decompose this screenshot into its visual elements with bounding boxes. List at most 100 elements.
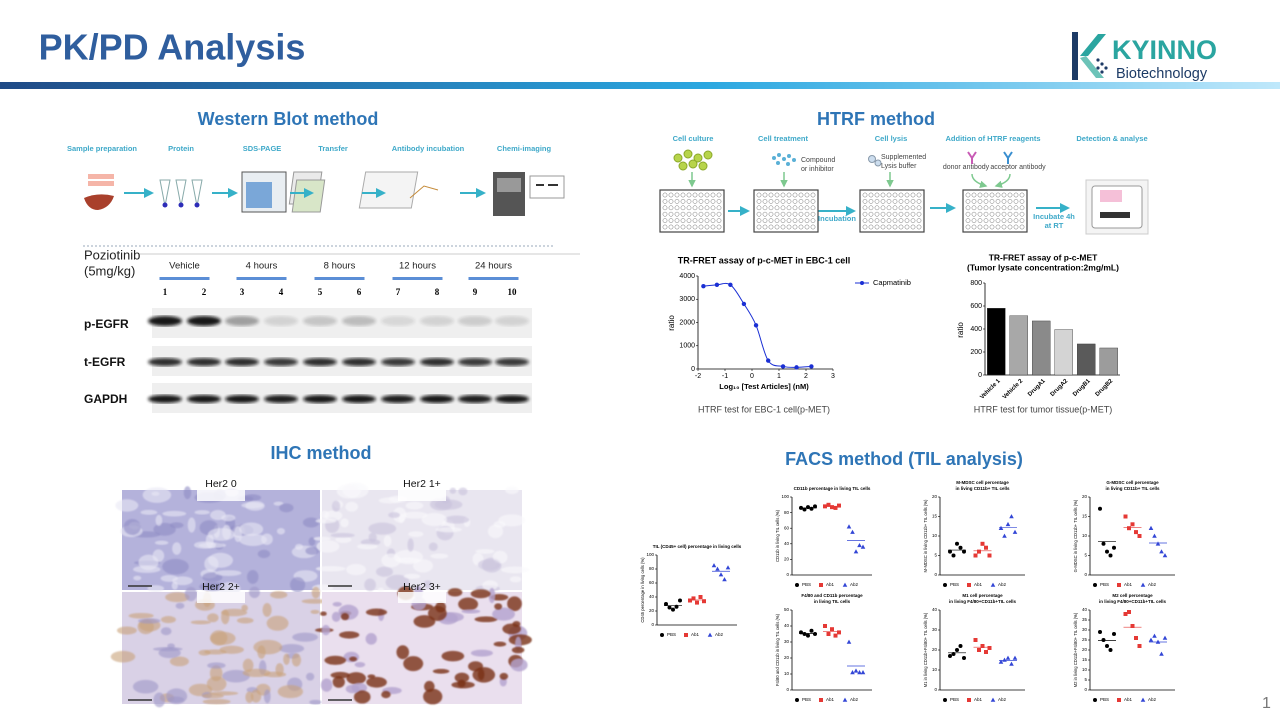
well [668,199,674,204]
legend-label: Capmatinib [873,278,911,287]
well [774,205,780,211]
well [768,199,774,204]
well [716,224,722,230]
well [698,199,704,204]
tissue [301,598,328,604]
well [692,205,698,211]
htrf-icons [683,149,693,159]
note: acceptor antibody [990,164,1046,171]
tissue [402,511,428,519]
point [1112,545,1116,550]
tissue [475,549,495,554]
logo-icon [1072,32,1108,80]
label-bg [398,592,446,603]
tissue [423,580,432,589]
well [874,211,880,217]
x-tick-label: Vehicle 1 [979,378,1002,401]
point [984,650,988,654]
wb-icons [548,184,558,186]
well [971,224,977,230]
blot-band [458,358,492,366]
chart-title: in living CD11b+ TIL cells [1105,486,1160,491]
htrf-icons [787,154,791,158]
y-tick-label: 40 [649,594,655,599]
wb-icons [162,202,200,208]
well [686,211,692,217]
well [698,224,704,230]
tissue [309,699,322,705]
blot-band [495,358,529,366]
lane-number: 8 [435,287,440,297]
step-label: SDS-PAGE [243,144,282,153]
legend-marker [684,633,688,637]
well [704,218,710,223]
tissue [458,597,479,611]
point [958,545,963,550]
well [874,199,880,204]
step-label: Protein [168,144,194,153]
tissue [208,552,233,568]
blot-band [342,358,376,366]
well [886,199,892,204]
x-tick-label: DrugA2 [1050,378,1070,398]
tissue [154,540,169,545]
well [886,224,892,230]
well [910,224,916,230]
chart-title: M-MDSC cell percentage [956,480,1009,485]
wb-icons [159,179,203,207]
legend-marker [990,697,996,702]
y-tick-label: 15 [1082,514,1088,519]
tissue [206,676,227,692]
blot-band [342,316,376,326]
well [1019,218,1025,223]
well [910,211,916,217]
header-bar [0,82,1280,89]
tissue [511,646,525,654]
well [862,192,868,198]
bar [1077,343,1096,376]
well [1001,205,1007,211]
wb-icons [536,184,544,186]
chart-title: in living CD11b+ TIL cells [955,486,1010,491]
x-tick-label: 1 [777,373,781,380]
tissue [242,668,271,678]
blot-band [342,395,376,403]
point [1159,549,1164,554]
tissue [505,486,519,495]
tissue [308,537,316,546]
point [962,656,966,660]
point [809,506,814,511]
tissue [345,684,360,694]
blot-band [420,358,454,366]
well [810,211,816,217]
group-bar [314,277,365,280]
y-tick-label: 50 [784,607,790,612]
well [1001,199,1007,204]
well [965,211,971,217]
axis-label: ratio [667,315,676,331]
tissue [152,646,183,652]
section-title: IHC method [271,443,372,463]
well [904,218,910,223]
point [1002,657,1007,662]
well [662,218,668,223]
step-label: Transfer [318,144,348,153]
point [1127,610,1131,614]
logo-icon [1096,58,1100,62]
x-tick-label: 0 [750,373,754,380]
tissue [263,689,271,704]
group-label: 12 hours [399,261,436,272]
well [792,205,798,211]
point [1101,541,1106,546]
tissue [395,557,420,563]
well [710,224,716,230]
wb-icons [194,202,200,208]
well [716,192,722,198]
tissue [292,632,318,642]
y-tick-label: 0 [786,687,789,692]
y-tick-label: 60 [784,525,790,530]
well [971,218,977,223]
legend-label: PBS [802,582,811,587]
tissue [330,671,350,679]
well [995,205,1001,211]
